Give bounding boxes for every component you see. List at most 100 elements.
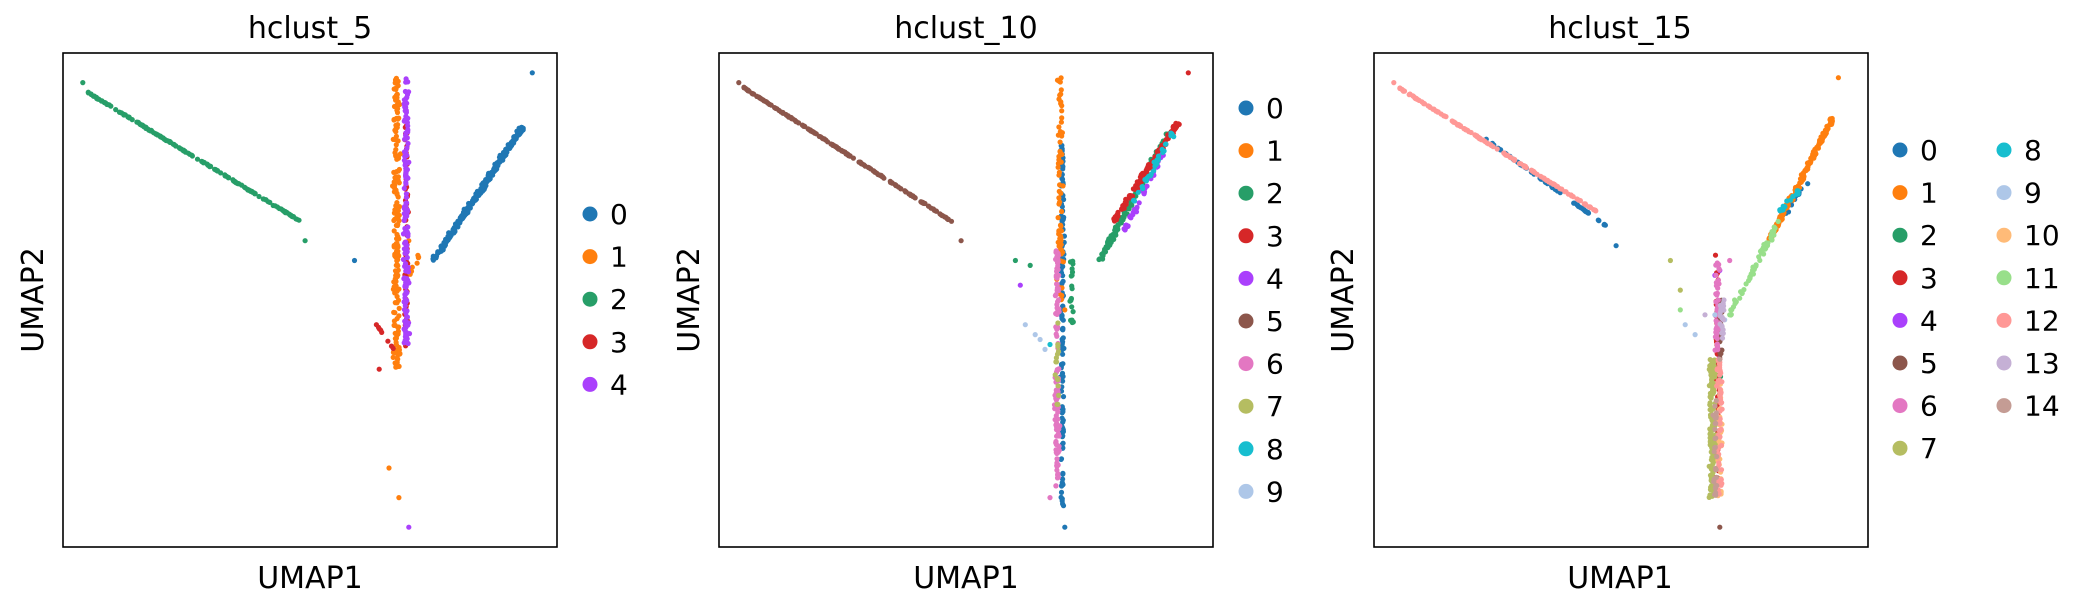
point-cluster-0	[456, 219, 462, 225]
point-cluster-0	[510, 140, 517, 146]
point-cluster-2	[272, 203, 278, 209]
point-cluster-0	[450, 227, 456, 234]
point-cluster-4	[403, 96, 409, 102]
point-cluster-1	[1817, 139, 1824, 145]
point-cluster-2	[256, 193, 262, 200]
point-cluster-11	[1761, 251, 1767, 257]
point-cluster-4	[1017, 282, 1023, 288]
point-cluster-12	[1542, 176, 1548, 182]
point-cluster-12	[1582, 201, 1588, 207]
point-cluster-0	[1059, 263, 1065, 269]
legend-marker-6	[1238, 356, 1254, 372]
point-cluster-1	[1058, 159, 1064, 165]
point-cluster-11	[1741, 287, 1747, 293]
legend-label-8: 8	[2024, 134, 2042, 167]
point-cluster-0	[1060, 164, 1066, 170]
point-cluster-3	[1140, 172, 1146, 178]
legend-marker-3	[1238, 228, 1254, 244]
point-cluster-6	[1714, 335, 1720, 342]
point-cluster-9	[1042, 346, 1048, 352]
point-cluster-2	[208, 163, 214, 169]
plot-frame	[62, 52, 558, 548]
legend-label-6: 6	[1266, 348, 1284, 381]
point-cluster-1	[1811, 153, 1818, 159]
point-cluster-2	[1069, 272, 1075, 278]
point-cluster-0	[494, 162, 500, 168]
point-cluster-3	[1185, 70, 1191, 76]
point-cluster-11	[1768, 235, 1774, 241]
point-cluster-0	[471, 195, 477, 201]
point-cluster-6	[1715, 347, 1721, 353]
point-cluster-11	[1739, 290, 1745, 297]
point-cluster-13	[1718, 307, 1724, 313]
point-cluster-7	[1677, 287, 1683, 293]
point-cluster-2	[194, 156, 201, 162]
point-cluster-12	[1431, 106, 1437, 112]
point-cluster-0	[1060, 417, 1066, 423]
point-cluster-0	[1579, 206, 1586, 212]
point-cluster-2	[135, 119, 141, 125]
point-cluster-0	[529, 70, 535, 76]
point-cluster-2	[214, 168, 221, 174]
point-cluster-0	[1058, 456, 1065, 462]
point-cluster-7	[1707, 492, 1713, 498]
point-cluster-0	[1060, 394, 1067, 400]
point-cluster-5	[948, 218, 955, 224]
point-cluster-2	[235, 181, 241, 187]
point-cluster-2	[249, 189, 255, 195]
point-cluster-0	[1058, 494, 1064, 500]
point-cluster-1	[396, 495, 402, 501]
point-cluster-4	[404, 314, 410, 320]
point-cluster-2	[167, 139, 174, 145]
point-cluster-13	[1702, 312, 1708, 318]
point-cluster-2	[1027, 262, 1033, 268]
point-cluster-1	[1055, 164, 1061, 170]
point-cluster-11	[1737, 295, 1743, 301]
point-cluster-4	[405, 175, 411, 181]
point-cluster-4	[403, 132, 409, 139]
point-cluster-0	[489, 170, 495, 176]
point-cluster-6	[1714, 292, 1720, 298]
point-cluster-6	[1713, 299, 1719, 305]
point-cluster-12	[1521, 163, 1527, 169]
point-cluster-2	[1070, 309, 1076, 315]
point-cluster-1	[393, 93, 399, 99]
point-cluster-0	[1062, 524, 1068, 530]
point-cluster-8	[1139, 184, 1145, 190]
point-cluster-7	[1056, 392, 1062, 398]
point-cluster-12	[1551, 181, 1557, 187]
point-cluster-12	[1468, 129, 1474, 136]
point-cluster-6	[1054, 325, 1060, 331]
point-cluster-6	[1055, 416, 1061, 422]
point-cluster-3	[1137, 178, 1143, 184]
point-cluster-12	[1438, 111, 1444, 117]
point-cluster-1	[1805, 166, 1811, 172]
point-cluster-6	[1713, 280, 1719, 286]
legend-marker-6	[1892, 398, 1908, 414]
point-cluster-7	[1708, 429, 1714, 435]
legend-marker-5	[1238, 313, 1254, 329]
point-cluster-12	[1714, 367, 1720, 373]
point-cluster-4	[406, 524, 412, 530]
point-cluster-4	[403, 291, 409, 297]
point-cluster-12	[1412, 95, 1418, 101]
point-cluster-7	[1054, 375, 1060, 381]
point-cluster-1	[395, 248, 401, 254]
point-cluster-1	[391, 242, 397, 249]
point-cluster-2	[139, 122, 145, 128]
point-cluster-4	[1131, 206, 1137, 213]
point-cluster-6	[1056, 272, 1062, 278]
point-cluster-8	[1155, 153, 1162, 159]
point-cluster-11	[1747, 275, 1753, 281]
point-cluster-5	[908, 192, 914, 198]
point-cluster-8	[1151, 168, 1157, 174]
point-cluster-12	[1717, 427, 1723, 433]
point-cluster-12	[1719, 406, 1725, 412]
point-cluster-12	[1547, 179, 1553, 185]
point-cluster-14	[1717, 356, 1723, 362]
point-cluster-9	[1032, 332, 1038, 338]
point-cluster-3	[379, 329, 385, 335]
point-cluster-1	[1058, 235, 1064, 241]
point-cluster-6	[1055, 299, 1061, 305]
